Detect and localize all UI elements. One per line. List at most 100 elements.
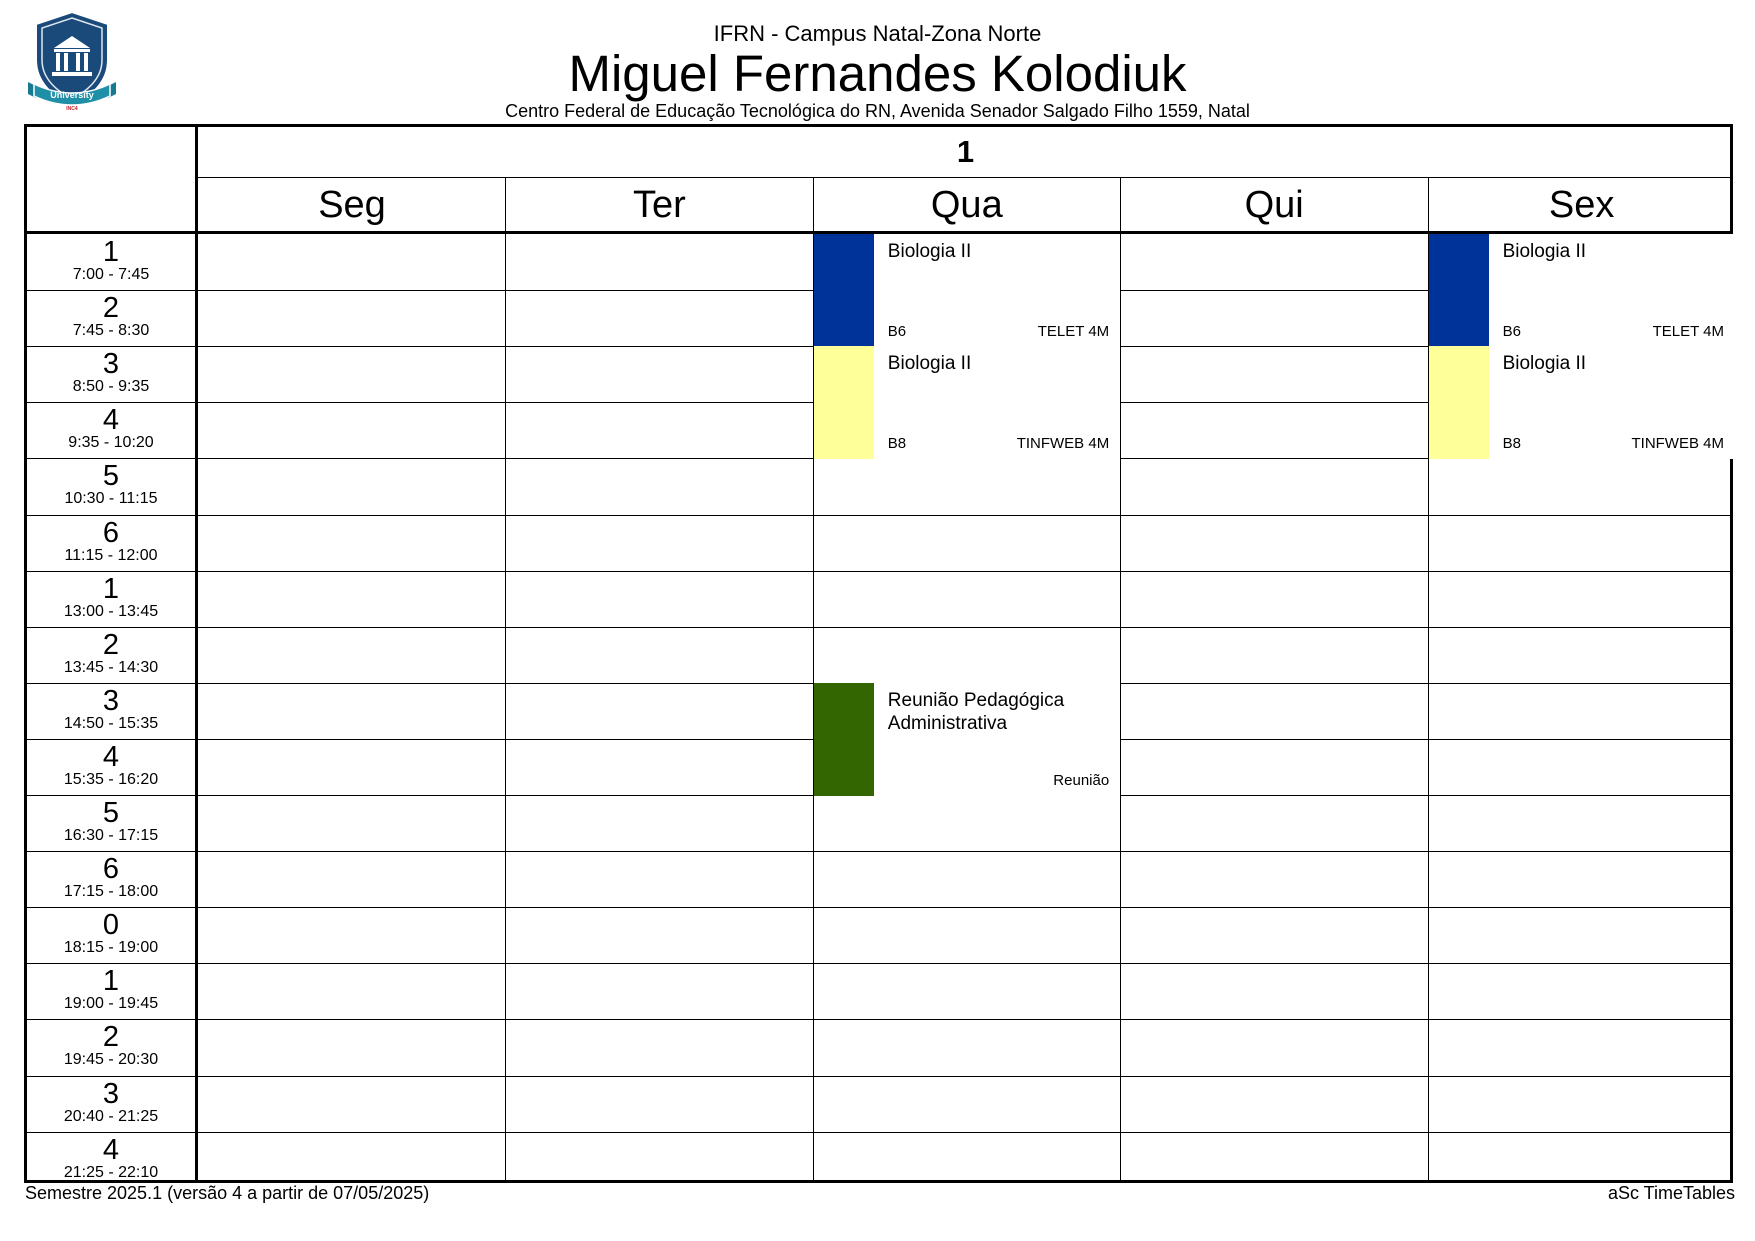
period-number: 2 xyxy=(102,1021,120,1054)
period-divider xyxy=(27,1075,1730,1077)
lesson-room: B6 xyxy=(887,323,907,341)
period-label: 2 19:45 - 20:30 xyxy=(27,1019,195,1075)
lesson-color-swatch xyxy=(1428,234,1489,348)
period-number: 4 xyxy=(102,404,120,437)
period-label: 1 19:00 - 19:45 xyxy=(27,963,195,1019)
period-number: 1 xyxy=(102,965,120,998)
period-time: 7:45 - 8:30 xyxy=(72,322,150,340)
period-divider xyxy=(27,851,1730,853)
period-time: 15:35 - 16:20 xyxy=(63,770,159,788)
timetable-grid: 1 Seg Ter Qua Qui Sex 1 7:00 - 7:45 2 7:45 - 8:… xyxy=(24,124,1735,1183)
institution-name: IFRN - Campus Natal-Zona Norte xyxy=(713,21,1042,46)
period-time: 17:15 - 18:00 xyxy=(63,883,159,901)
week-divider xyxy=(198,177,1730,178)
lesson-subject: Biologia II xyxy=(887,353,972,375)
period-number: 0 xyxy=(102,909,120,942)
header-divider xyxy=(27,231,1730,234)
day-header: Qua xyxy=(930,184,1003,226)
period-label: 3 14:50 - 15:35 xyxy=(27,683,195,739)
lesson-color-swatch xyxy=(813,234,874,348)
lesson-color-swatch xyxy=(1428,346,1489,460)
lesson-class: Reunião xyxy=(1053,771,1110,789)
period-number: 1 xyxy=(102,236,120,268)
period-label: 4 15:35 - 16:20 xyxy=(27,739,195,795)
lesson-card[interactable]: Biologia II B8 TINFWEB 4M xyxy=(1428,346,1735,460)
period-number: 5 xyxy=(102,797,120,829)
period-label: 2 13:45 - 14:30 xyxy=(27,627,195,683)
day-header: Qui xyxy=(1244,184,1304,226)
period-time: 20:40 - 21:25 xyxy=(63,1107,159,1125)
period-number: 6 xyxy=(102,516,120,549)
period-label: 4 9:35 - 10:20 xyxy=(27,402,195,458)
period-time: 7:00 - 7:45 xyxy=(72,266,150,283)
svg-text:INC4: INC4 xyxy=(66,106,78,112)
lesson-class: TELET 4M xyxy=(1037,323,1110,341)
period-time: 19:45 - 20:30 xyxy=(63,1051,159,1069)
period-label: 1 13:00 - 13:45 xyxy=(27,571,195,627)
period-divider xyxy=(27,514,1730,516)
lesson-subject: Reunião Pedagógica Administrativa xyxy=(887,689,1065,734)
period-time: 11:15 - 12:00 xyxy=(64,546,158,564)
period-time: 14:50 - 15:35 xyxy=(63,714,159,732)
day-divider xyxy=(812,177,814,1180)
period-label: 3 8:50 - 9:35 xyxy=(27,346,195,402)
period-divider xyxy=(27,1019,1730,1021)
period-label: 3 20:40 - 21:25 xyxy=(27,1076,195,1132)
period-divider xyxy=(27,1131,1730,1133)
period-label: 1 7:00 - 7:45 xyxy=(27,234,195,290)
period-divider xyxy=(27,570,1730,572)
period-time: 10:30 - 11:15 xyxy=(64,490,158,508)
week-label: 1 xyxy=(956,134,975,169)
period-divider xyxy=(27,907,1730,909)
period-time: 8:50 - 9:35 xyxy=(72,378,150,396)
period-label: 4 21:25 - 22:10 xyxy=(27,1132,195,1188)
lesson-room: B6 xyxy=(1502,323,1521,341)
lesson-card[interactable]: Reunião Pedagógica Administrativa Reunião xyxy=(813,682,1121,796)
period-number: 3 xyxy=(102,1077,120,1110)
period-number: 4 xyxy=(102,1133,120,1166)
lesson-card[interactable]: Biologia II B6 TELET 4M xyxy=(1428,234,1735,348)
lesson-class: TELET 4M xyxy=(1652,323,1724,341)
day-header: Seg xyxy=(318,184,386,226)
lesson-subject: Biologia II xyxy=(1502,241,1587,262)
period-divider xyxy=(27,626,1730,628)
day-divider xyxy=(1427,177,1429,1180)
period-number: 6 xyxy=(102,853,120,886)
period-number: 2 xyxy=(102,628,120,661)
period-time: 9:35 - 10:20 xyxy=(68,434,154,452)
day-header: Ter xyxy=(632,184,686,226)
lesson-subject: Biologia II xyxy=(887,241,972,262)
period-number: 2 xyxy=(102,292,120,325)
period-label: 6 17:15 - 18:00 xyxy=(27,851,195,907)
period-time: 21:25 - 22:10 xyxy=(63,1163,159,1181)
lesson-subject: Biologia II xyxy=(1502,353,1587,375)
lesson-color-swatch xyxy=(813,346,874,460)
period-time: 13:45 - 14:30 xyxy=(63,658,159,676)
period-number: 5 xyxy=(102,460,120,493)
footer-software: aSc TimeTables xyxy=(1607,1183,1735,1203)
footer-semester: Semestre 2025.1 (versão 4 a partir de 07… xyxy=(25,1183,430,1203)
left-column-divider xyxy=(195,127,198,1180)
lesson-card[interactable]: Biologia II B8 TINFWEB 4M xyxy=(813,346,1121,460)
lesson-class: TINFWEB 4M xyxy=(1016,435,1110,453)
period-label: 5 16:30 - 17:15 xyxy=(27,795,195,851)
institution-address: Centro Federal de Educação Tecnológica d… xyxy=(505,101,1250,121)
lesson-color-swatch xyxy=(813,682,874,796)
day-divider xyxy=(1120,177,1122,1180)
day-divider xyxy=(505,177,507,1180)
lesson-card[interactable]: Biologia II B6 TELET 4M xyxy=(813,234,1121,348)
period-divider xyxy=(27,963,1730,965)
university-logo: University INC4 xyxy=(28,10,116,112)
svg-text:University: University xyxy=(50,90,94,100)
period-label: 5 10:30 - 11:15 xyxy=(27,458,195,514)
lesson-room: B8 xyxy=(887,435,907,453)
period-label: 0 18:15 - 19:00 xyxy=(27,907,195,963)
period-label: 2 7:45 - 8:30 xyxy=(27,290,195,346)
period-time: 16:30 - 17:15 xyxy=(63,827,159,844)
period-number: 3 xyxy=(102,684,120,717)
period-time: 13:00 - 13:45 xyxy=(63,602,159,620)
period-number: 4 xyxy=(102,740,120,773)
period-time: 19:00 - 19:45 xyxy=(63,995,159,1013)
period-time: 18:15 - 19:00 xyxy=(63,939,159,957)
day-header: Sex xyxy=(1548,184,1615,226)
